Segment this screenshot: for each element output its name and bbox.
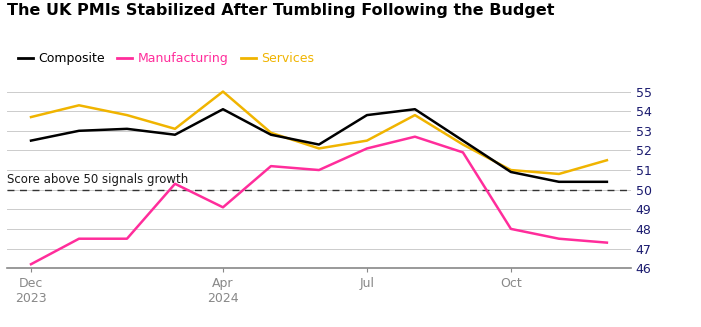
- Legend: Composite, Manufacturing, Services: Composite, Manufacturing, Services: [13, 47, 319, 70]
- Text: The UK PMIs Stabilized After Tumbling Following the Budget: The UK PMIs Stabilized After Tumbling Fo…: [7, 3, 554, 18]
- Text: Score above 50 signals growth: Score above 50 signals growth: [7, 173, 189, 186]
